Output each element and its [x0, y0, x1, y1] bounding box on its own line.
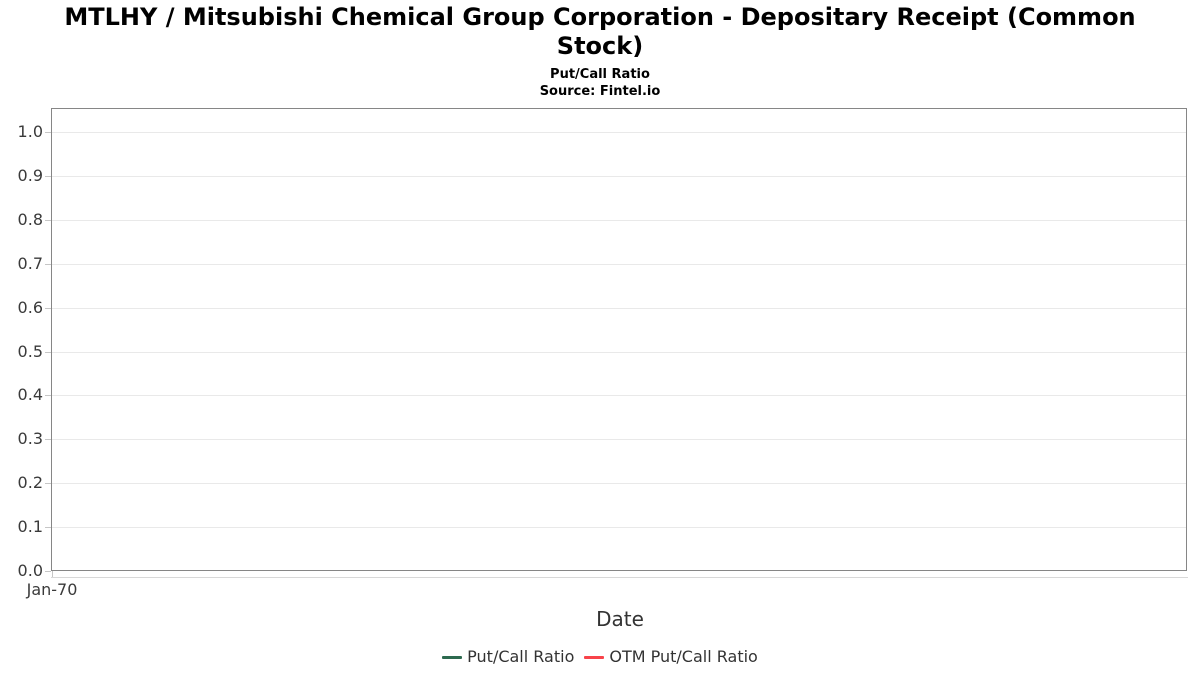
- legend-item-otm-put-call-ratio[interactable]: OTM Put/Call Ratio: [584, 646, 758, 668]
- chart-title: MTLHY / Mitsubishi Chemical Group Corpor…: [64, 3, 1136, 60]
- y-tick-mark: [45, 527, 51, 528]
- x-axis-subline: [51, 577, 1188, 578]
- x-tick-mark: [52, 571, 53, 577]
- y-tick-label: 0.1: [17, 517, 43, 536]
- y-tick-label: 0.0: [17, 561, 43, 580]
- y-tick-label: 0.9: [17, 166, 43, 185]
- y-tick-label: 0.7: [17, 254, 43, 273]
- plot-area: [51, 108, 1187, 571]
- y-tick-mark: [45, 395, 51, 396]
- y-tick-label: 0.3: [17, 429, 43, 448]
- x-tick-label: Jan-70: [26, 580, 78, 599]
- y-tick-mark: [45, 176, 51, 177]
- y-gridline: [52, 132, 1186, 133]
- y-tick-label: 1.0: [17, 122, 43, 141]
- chart-subtitle: Put/Call Ratio: [550, 67, 650, 82]
- chart-source-credit: Source: Fintel.io: [539, 84, 661, 99]
- y-gridline: [52, 439, 1186, 440]
- y-gridline: [52, 395, 1186, 396]
- y-gridline: [52, 176, 1186, 177]
- legend-label: Put/Call Ratio: [467, 647, 575, 666]
- y-tick-mark: [45, 571, 51, 572]
- y-tick-mark: [45, 352, 51, 353]
- line-swatch-red: [584, 655, 605, 659]
- line-swatch-green: [442, 655, 463, 659]
- y-tick-label: 0.5: [17, 342, 43, 361]
- y-gridline: [52, 352, 1186, 353]
- y-gridline: [52, 220, 1186, 221]
- y-gridline: [52, 264, 1186, 265]
- y-tick-label: 0.2: [17, 473, 43, 492]
- y-gridline: [52, 527, 1186, 528]
- y-tick-mark: [45, 483, 51, 484]
- y-tick-mark: [45, 220, 51, 221]
- legend-label: OTM Put/Call Ratio: [609, 647, 758, 666]
- chart-legend: Put/Call Ratio OTM Put/Call Ratio: [0, 646, 1200, 668]
- x-axis-title: Date: [596, 607, 644, 631]
- y-tick-mark: [45, 439, 51, 440]
- y-gridline: [52, 483, 1186, 484]
- y-tick-label: 0.4: [17, 385, 43, 404]
- y-tick-mark: [45, 264, 51, 265]
- y-tick-mark: [45, 132, 51, 133]
- legend-item-put-call-ratio[interactable]: Put/Call Ratio: [442, 646, 574, 668]
- y-gridline: [52, 308, 1186, 309]
- y-tick-label: 0.8: [17, 210, 43, 229]
- y-tick-label: 0.6: [17, 298, 43, 317]
- y-tick-mark: [45, 308, 51, 309]
